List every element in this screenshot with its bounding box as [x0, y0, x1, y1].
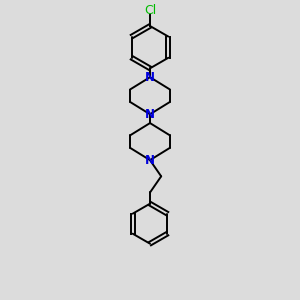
Text: N: N: [145, 154, 155, 166]
Text: Cl: Cl: [144, 4, 156, 17]
Text: N: N: [145, 108, 155, 121]
Text: N: N: [145, 71, 155, 84]
